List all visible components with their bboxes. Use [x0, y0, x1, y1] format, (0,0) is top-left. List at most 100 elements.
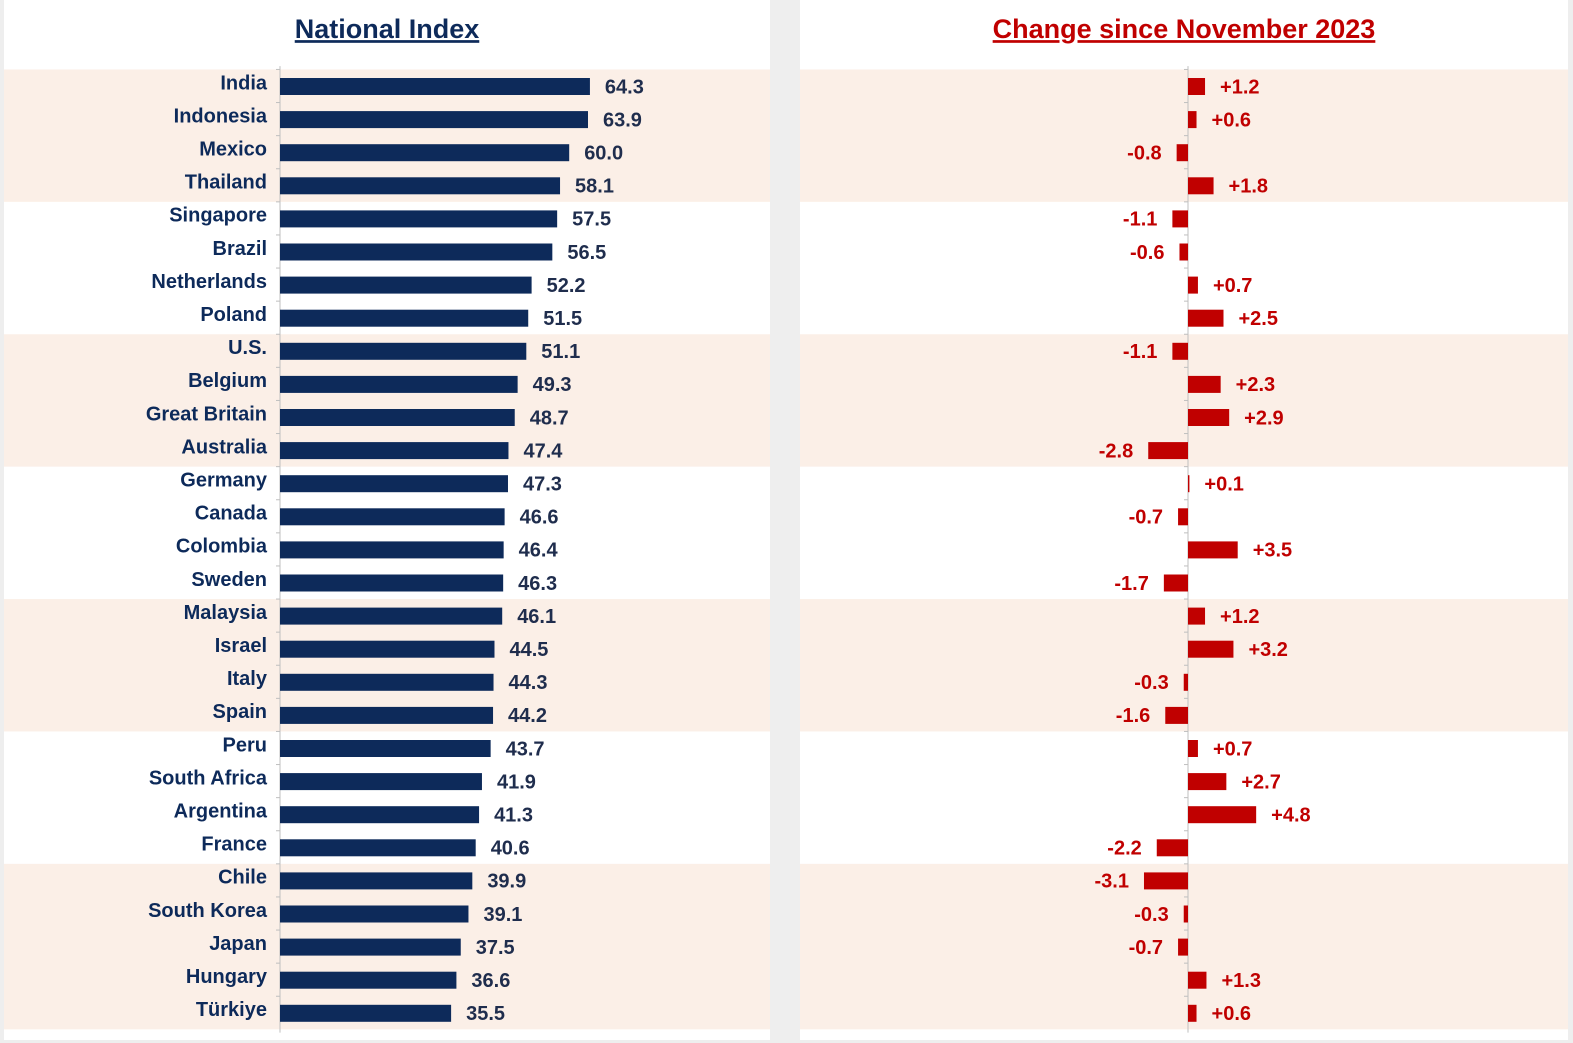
bar — [1178, 508, 1188, 526]
value-label: 60.0 — [584, 142, 623, 164]
bar — [1188, 971, 1207, 989]
bar — [1188, 309, 1224, 327]
bar — [280, 872, 473, 890]
value-label: +3.2 — [1248, 639, 1287, 661]
value-label: 64.3 — [605, 76, 644, 98]
value-label: +0.1 — [1204, 473, 1243, 495]
bar — [280, 243, 553, 261]
bar — [280, 78, 590, 95]
category-label: Australia — [181, 436, 267, 458]
bar — [1183, 905, 1188, 923]
value-label: +2.7 — [1241, 771, 1280, 793]
value-label: 46.6 — [520, 507, 559, 529]
value-label: +0.6 — [1212, 1003, 1251, 1025]
category-label: Brazil — [213, 238, 267, 260]
category-label: Spain — [213, 701, 267, 723]
category-label: South Korea — [148, 900, 268, 922]
bar — [1179, 243, 1188, 261]
value-label: -2.8 — [1099, 440, 1133, 462]
value-label: 46.1 — [517, 606, 556, 628]
bar — [1172, 210, 1188, 228]
bar — [1188, 375, 1221, 393]
bar — [1188, 475, 1190, 493]
bar — [280, 111, 588, 129]
category-label: Argentina — [174, 800, 268, 822]
category-label: Singapore — [169, 205, 267, 227]
bar — [280, 375, 518, 393]
value-label: 51.1 — [541, 341, 580, 363]
bar — [280, 210, 558, 228]
value-label: -0.8 — [1127, 142, 1161, 164]
bar — [280, 806, 480, 824]
value-label: 47.3 — [523, 473, 562, 495]
value-label: -1.7 — [1114, 573, 1148, 595]
category-label: India — [220, 72, 268, 94]
value-label: +2.5 — [1239, 308, 1278, 330]
bar — [1163, 574, 1188, 592]
value-label: 41.9 — [497, 771, 536, 793]
bar — [280, 177, 561, 195]
bar — [1188, 1004, 1197, 1022]
category-label: South Africa — [149, 767, 268, 789]
bar — [1172, 342, 1188, 360]
value-label: 44.3 — [509, 672, 548, 694]
bar — [280, 1004, 452, 1022]
bar — [280, 938, 461, 956]
value-label: 37.5 — [476, 937, 515, 959]
bar — [1188, 111, 1197, 129]
category-label: Great Britain — [146, 403, 267, 425]
category-label: Hungary — [186, 966, 268, 988]
value-label: +3.5 — [1253, 540, 1292, 562]
bar — [1188, 409, 1230, 426]
value-label: 41.3 — [494, 804, 533, 826]
category-label: Poland — [200, 304, 267, 326]
bar — [280, 574, 504, 592]
value-label: 46.3 — [518, 573, 557, 595]
bar — [1188, 78, 1206, 95]
category-label: Indonesia — [174, 105, 268, 127]
value-label: 44.5 — [509, 639, 548, 661]
value-label: +2.3 — [1236, 374, 1275, 396]
value-label: 46.4 — [519, 540, 559, 562]
bar — [1143, 872, 1188, 890]
category-label: Sweden — [191, 569, 267, 591]
bar — [280, 905, 469, 923]
value-label: +1.3 — [1221, 970, 1260, 992]
category-label: Japan — [209, 933, 267, 955]
value-label: -0.7 — [1129, 937, 1163, 959]
value-label: -1.1 — [1123, 341, 1157, 363]
chart-title: Change since November 2023 — [993, 14, 1376, 44]
value-label: -0.6 — [1130, 242, 1164, 264]
value-label: 43.7 — [506, 738, 545, 760]
category-label: Netherlands — [151, 271, 267, 293]
category-label: U.S. — [228, 337, 267, 359]
value-label: -0.7 — [1129, 507, 1163, 529]
bar — [1176, 144, 1188, 162]
category-label: Belgium — [188, 370, 267, 392]
category-label: France — [201, 834, 267, 856]
bar — [280, 309, 529, 327]
category-label: Israel — [215, 635, 267, 657]
category-label: Chile — [218, 867, 267, 889]
bar — [280, 706, 494, 724]
value-label: -0.3 — [1134, 904, 1168, 926]
bar — [280, 971, 457, 989]
value-label: 63.9 — [603, 109, 642, 131]
bar — [280, 442, 509, 460]
category-label: Mexico — [199, 138, 267, 160]
category-label: Türkiye — [196, 999, 267, 1021]
bar — [1188, 541, 1238, 559]
bar — [1188, 177, 1214, 195]
category-label: Thailand — [185, 172, 267, 194]
value-label: +1.8 — [1229, 176, 1268, 198]
chart-title: National Index — [295, 14, 480, 44]
value-label: -0.3 — [1134, 672, 1168, 694]
bar — [1188, 640, 1234, 658]
bar — [1165, 706, 1188, 724]
bar — [1148, 442, 1188, 460]
value-label: 40.6 — [491, 838, 530, 860]
category-label: Malaysia — [184, 602, 268, 624]
category-label: Canada — [195, 503, 268, 525]
bar — [280, 409, 515, 426]
